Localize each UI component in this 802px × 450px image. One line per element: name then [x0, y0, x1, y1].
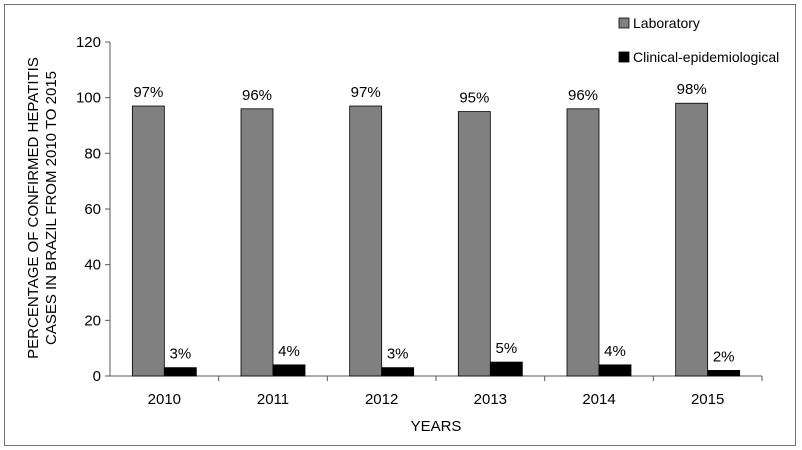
data-label: 97%	[133, 84, 163, 101]
legend-label: Laboratory	[633, 15, 700, 31]
data-label: 96%	[242, 87, 272, 104]
data-label: 96%	[568, 87, 598, 104]
y-tick-label: 80	[84, 145, 101, 162]
x-tick-label: 2015	[691, 391, 724, 408]
x-tick-label: 2010	[148, 391, 181, 408]
y-tick-label: 20	[84, 312, 101, 329]
plot-area: 0 20 40 60 80 100 120 2010 97% 3% 2011 96% 4% 2012 97%…	[76, 34, 763, 408]
bar-clinical-epidemiological	[598, 364, 632, 377]
y-axis-title-line-1: PERCENTAGE OF CONFIRMED HEPATITIS	[25, 57, 42, 359]
y-tick-label: 100	[76, 90, 101, 107]
bar-laboratory	[675, 102, 709, 377]
bar-clinical-epidemiological	[489, 361, 523, 377]
legend-swatch	[618, 17, 630, 29]
bar-laboratory	[566, 108, 600, 377]
y-tick-label: 60	[84, 201, 101, 218]
x-tick-label: 2013	[474, 391, 507, 408]
legend: Laboratory Clinical-epidemiological	[618, 15, 779, 65]
data-label: 4%	[278, 343, 300, 360]
legend-label: Clinical-epidemiological	[633, 49, 779, 65]
data-label: 95%	[459, 90, 489, 107]
bar-laboratory	[349, 105, 383, 377]
y-tick-label: 0	[93, 368, 101, 385]
data-label: 5%	[495, 340, 517, 357]
bar-clinical-epidemiological	[272, 364, 306, 377]
data-label: 97%	[351, 84, 381, 101]
data-label: 3%	[169, 346, 191, 363]
bar-laboratory	[457, 111, 491, 377]
data-label: 98%	[677, 81, 707, 98]
x-tick-label: 2012	[365, 391, 398, 408]
bar-clinical-epidemiological	[163, 367, 197, 377]
bar-clinical-epidemiological	[381, 367, 415, 377]
data-label: 2%	[713, 348, 735, 365]
y-axis-title-line-2: CASES IN BRAZIL FROM 2010 TO 2015	[43, 71, 60, 345]
y-axis-title: PERCENTAGE OF CONFIRMED HEPATITIS CASES …	[25, 57, 60, 359]
legend-swatch	[618, 51, 630, 63]
bar-laboratory	[240, 108, 274, 377]
data-label: 3%	[387, 346, 409, 363]
x-tick-label: 2014	[582, 391, 615, 408]
y-tick-label: 40	[84, 257, 101, 274]
data-label: 4%	[604, 343, 626, 360]
bar-laboratory	[131, 105, 165, 377]
y-tick-label: 120	[76, 34, 101, 51]
x-tick-label: 2011	[257, 391, 289, 408]
x-axis-title: YEARS	[411, 418, 462, 435]
bar-clinical-epidemiological	[707, 370, 741, 377]
